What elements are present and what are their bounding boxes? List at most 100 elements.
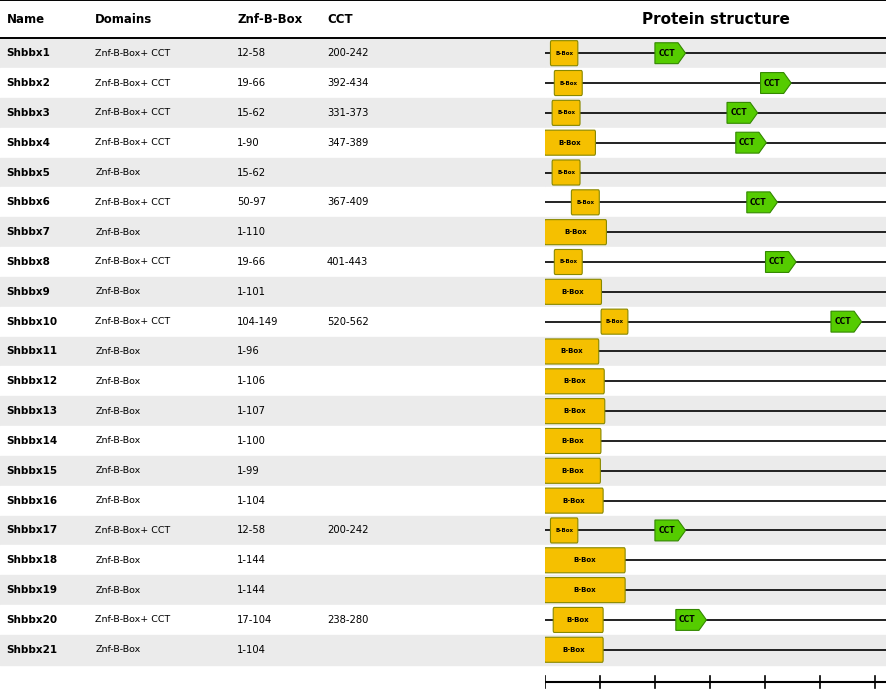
Text: 367-409: 367-409 [327, 198, 369, 207]
Text: 17-104: 17-104 [237, 615, 272, 625]
FancyBboxPatch shape [550, 40, 578, 65]
Text: CCT: CCT [835, 317, 851, 326]
FancyBboxPatch shape [555, 70, 582, 95]
Bar [0, 426, 545, 456]
Bar [0, 68, 545, 98]
Bar [545, 187, 886, 217]
Text: 200-242: 200-242 [327, 48, 369, 58]
Text: Znf-B-Box+ CCT: Znf-B-Box+ CCT [96, 526, 171, 535]
Text: Name: Name [6, 13, 44, 26]
Text: Znf-B-Box+ CCT: Znf-B-Box+ CCT [96, 317, 171, 326]
Bar [0, 546, 545, 575]
Text: Znf-B-Box: Znf-B-Box [96, 287, 141, 296]
Polygon shape [766, 251, 797, 272]
Text: 1-104: 1-104 [237, 496, 266, 505]
Text: Znf-B-Box+ CCT: Znf-B-Box+ CCT [96, 79, 171, 88]
Text: Znf-B-Box+ CCT: Znf-B-Box+ CCT [96, 258, 171, 267]
Text: Shbbx7: Shbbx7 [6, 227, 51, 237]
Text: 1-107: 1-107 [237, 406, 266, 416]
Text: B-Box: B-Box [562, 289, 584, 295]
Text: B-Box: B-Box [559, 260, 578, 264]
Text: B-Box: B-Box [573, 557, 596, 563]
Text: Znf-B-Box: Znf-B-Box [96, 496, 141, 505]
Text: Shbbx10: Shbbx10 [6, 317, 58, 326]
Text: CCT: CCT [730, 109, 747, 118]
Text: B-Box: B-Box [562, 438, 584, 444]
Text: 104-149: 104-149 [237, 317, 278, 326]
Text: CCT: CCT [658, 526, 675, 535]
Bar [0, 217, 545, 247]
FancyBboxPatch shape [550, 518, 578, 543]
FancyBboxPatch shape [544, 220, 606, 245]
Text: 200-242: 200-242 [327, 525, 369, 535]
Text: 1-144: 1-144 [237, 555, 266, 565]
Text: B-Box: B-Box [557, 170, 575, 175]
Bar [545, 98, 886, 128]
Bar [0, 128, 545, 157]
Bar [545, 635, 886, 665]
FancyBboxPatch shape [601, 309, 628, 334]
FancyBboxPatch shape [544, 279, 602, 304]
Text: Znf-B-Box: Znf-B-Box [96, 168, 141, 177]
Text: Shbbx2: Shbbx2 [6, 78, 51, 88]
Bar [0, 396, 545, 426]
Text: B-Box: B-Box [561, 468, 584, 474]
Text: B-Box: B-Box [563, 498, 585, 504]
Text: CCT: CCT [769, 258, 785, 267]
Text: 401-443: 401-443 [327, 257, 369, 267]
Text: Znf-B-Box: Znf-B-Box [96, 377, 141, 386]
Polygon shape [831, 311, 861, 332]
Text: 1-90: 1-90 [237, 138, 260, 148]
Text: Shbbx11: Shbbx11 [6, 347, 58, 356]
Text: 12-58: 12-58 [237, 48, 266, 58]
Text: Shbbx18: Shbbx18 [6, 555, 58, 565]
FancyBboxPatch shape [544, 429, 601, 454]
Text: B-Box: B-Box [576, 200, 595, 205]
Text: CCT: CCT [679, 615, 696, 624]
Text: Shbbx4: Shbbx4 [6, 138, 51, 148]
Text: Protein structure: Protein structure [641, 12, 789, 26]
Bar [545, 247, 886, 277]
Text: 392-434: 392-434 [327, 78, 369, 88]
Text: Shbbx19: Shbbx19 [6, 585, 58, 595]
Bar [0, 456, 545, 486]
Bar [0, 187, 545, 217]
Text: B-Box: B-Box [563, 408, 586, 414]
Text: 238-280: 238-280 [327, 615, 369, 625]
Text: Shbbx1: Shbbx1 [6, 48, 51, 58]
FancyBboxPatch shape [544, 339, 599, 364]
Bar [545, 456, 886, 486]
Text: CCT: CCT [658, 49, 675, 58]
Bar [0, 277, 545, 307]
Bar [545, 277, 886, 307]
Polygon shape [655, 42, 686, 63]
Bar [0, 605, 545, 635]
Text: CCT: CCT [750, 198, 766, 207]
Text: B-Box: B-Box [559, 81, 578, 86]
Bar [545, 128, 886, 157]
FancyBboxPatch shape [552, 160, 580, 185]
Text: 1-99: 1-99 [237, 466, 260, 476]
Text: Shbbx21: Shbbx21 [6, 644, 58, 655]
Text: B-Box: B-Box [560, 349, 583, 354]
Text: Znf-B-Box+ CCT: Znf-B-Box+ CCT [96, 139, 171, 147]
Bar [545, 396, 886, 426]
Bar [545, 575, 886, 605]
Bar [545, 486, 886, 516]
Text: 1-100: 1-100 [237, 436, 266, 446]
Text: 15-62: 15-62 [237, 168, 266, 177]
Polygon shape [655, 520, 686, 541]
Text: Shbbx16: Shbbx16 [6, 496, 58, 505]
Text: Znf-B-Box: Znf-B-Box [96, 347, 141, 356]
Bar [0, 516, 545, 546]
Polygon shape [727, 102, 758, 123]
Text: Znf-B-Box: Znf-B-Box [96, 436, 141, 445]
Bar [545, 516, 886, 546]
Text: B-Box: B-Box [567, 617, 589, 623]
Text: B-Box: B-Box [557, 111, 575, 116]
Text: Shbbx20: Shbbx20 [6, 615, 58, 625]
Bar [545, 217, 886, 247]
Text: B-Box: B-Box [564, 229, 587, 235]
Text: CCT: CCT [739, 139, 756, 147]
Text: Shbbx12: Shbbx12 [6, 377, 58, 386]
